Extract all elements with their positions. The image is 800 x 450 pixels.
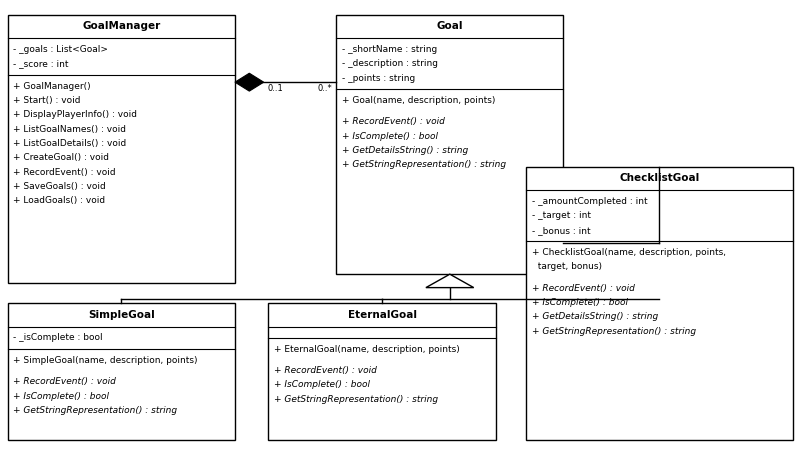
Text: + RecordEvent() : void: + RecordEvent() : void [531, 284, 634, 293]
Bar [8, 303, 235, 440]
Text: - _shortName : string: - _shortName : string [342, 45, 437, 54]
Text: + RecordEvent() : void: + RecordEvent() : void [274, 366, 377, 375]
Text: + Goal(name, description, points): + Goal(name, description, points) [342, 96, 495, 105]
Text: + IsComplete() : bool: + IsComplete() : bool [14, 392, 110, 400]
Bar [8, 15, 235, 283]
Text: - _description : string: - _description : string [342, 59, 438, 68]
Text: target, bonus): target, bonus) [531, 262, 602, 271]
Text: + IsComplete() : bool: + IsComplete() : bool [274, 380, 370, 389]
Text: + RecordEvent() : void: + RecordEvent() : void [14, 377, 116, 386]
Text: ChecklistGoal: ChecklistGoal [619, 174, 700, 184]
Text: - _target : int: - _target : int [531, 212, 590, 220]
Text: - _amountCompleted : int: - _amountCompleted : int [531, 197, 647, 206]
Text: + CreateGoal() : void: + CreateGoal() : void [14, 153, 110, 162]
Text: Goal: Goal [437, 22, 463, 32]
Text: - _goals : List<Goal>: - _goals : List<Goal> [14, 45, 108, 54]
Text: + DisplayPlayerInfo() : void: + DisplayPlayerInfo() : void [14, 110, 138, 119]
Text: + ListGoalDetails() : void: + ListGoalDetails() : void [14, 139, 126, 148]
Bar [269, 303, 496, 440]
Text: + GetStringRepresentation() : string: + GetStringRepresentation() : string [531, 327, 696, 336]
Text: + GetStringRepresentation() : string: + GetStringRepresentation() : string [342, 160, 506, 169]
Polygon shape [235, 73, 264, 91]
Text: + ListGoalNames() : void: + ListGoalNames() : void [14, 125, 126, 134]
Text: - _points : string: - _points : string [342, 74, 415, 83]
Text: + GetStringRepresentation() : string: + GetStringRepresentation() : string [274, 395, 438, 404]
Text: + GetDetailsString() : string: + GetDetailsString() : string [531, 312, 658, 321]
Text: 0..1: 0..1 [268, 85, 283, 94]
Text: + SaveGoals() : void: + SaveGoals() : void [14, 182, 106, 191]
Text: + RecordEvent() : void: + RecordEvent() : void [342, 117, 445, 126]
Bar [336, 15, 563, 274]
Text: - _bonus : int: - _bonus : int [531, 226, 590, 235]
Polygon shape [426, 274, 474, 288]
Bar [526, 167, 793, 440]
Text: 0..*: 0..* [318, 85, 332, 94]
Text: + GetDetailsString() : string: + GetDetailsString() : string [342, 146, 468, 155]
Text: + EternalGoal(name, description, points): + EternalGoal(name, description, points) [274, 345, 460, 354]
Text: + Start() : void: + Start() : void [14, 96, 81, 105]
Text: EternalGoal: EternalGoal [347, 310, 417, 320]
Text: - _isComplete : bool: - _isComplete : bool [14, 333, 103, 342]
Text: + IsComplete() : bool: + IsComplete() : bool [342, 132, 438, 141]
Text: SimpleGoal: SimpleGoal [88, 310, 154, 320]
Text: + ChecklistGoal(name, description, points,: + ChecklistGoal(name, description, point… [531, 248, 726, 257]
Text: + IsComplete() : bool: + IsComplete() : bool [531, 298, 627, 307]
Text: + RecordEvent() : void: + RecordEvent() : void [14, 167, 116, 176]
Text: + LoadGoals() : void: + LoadGoals() : void [14, 196, 106, 205]
Text: + GoalManager(): + GoalManager() [14, 82, 91, 91]
Text: GoalManager: GoalManager [82, 22, 161, 32]
Text: + GetStringRepresentation() : string: + GetStringRepresentation() : string [14, 406, 178, 415]
Text: - _score : int: - _score : int [14, 59, 69, 68]
Text: + SimpleGoal(name, description, points): + SimpleGoal(name, description, points) [14, 356, 198, 365]
